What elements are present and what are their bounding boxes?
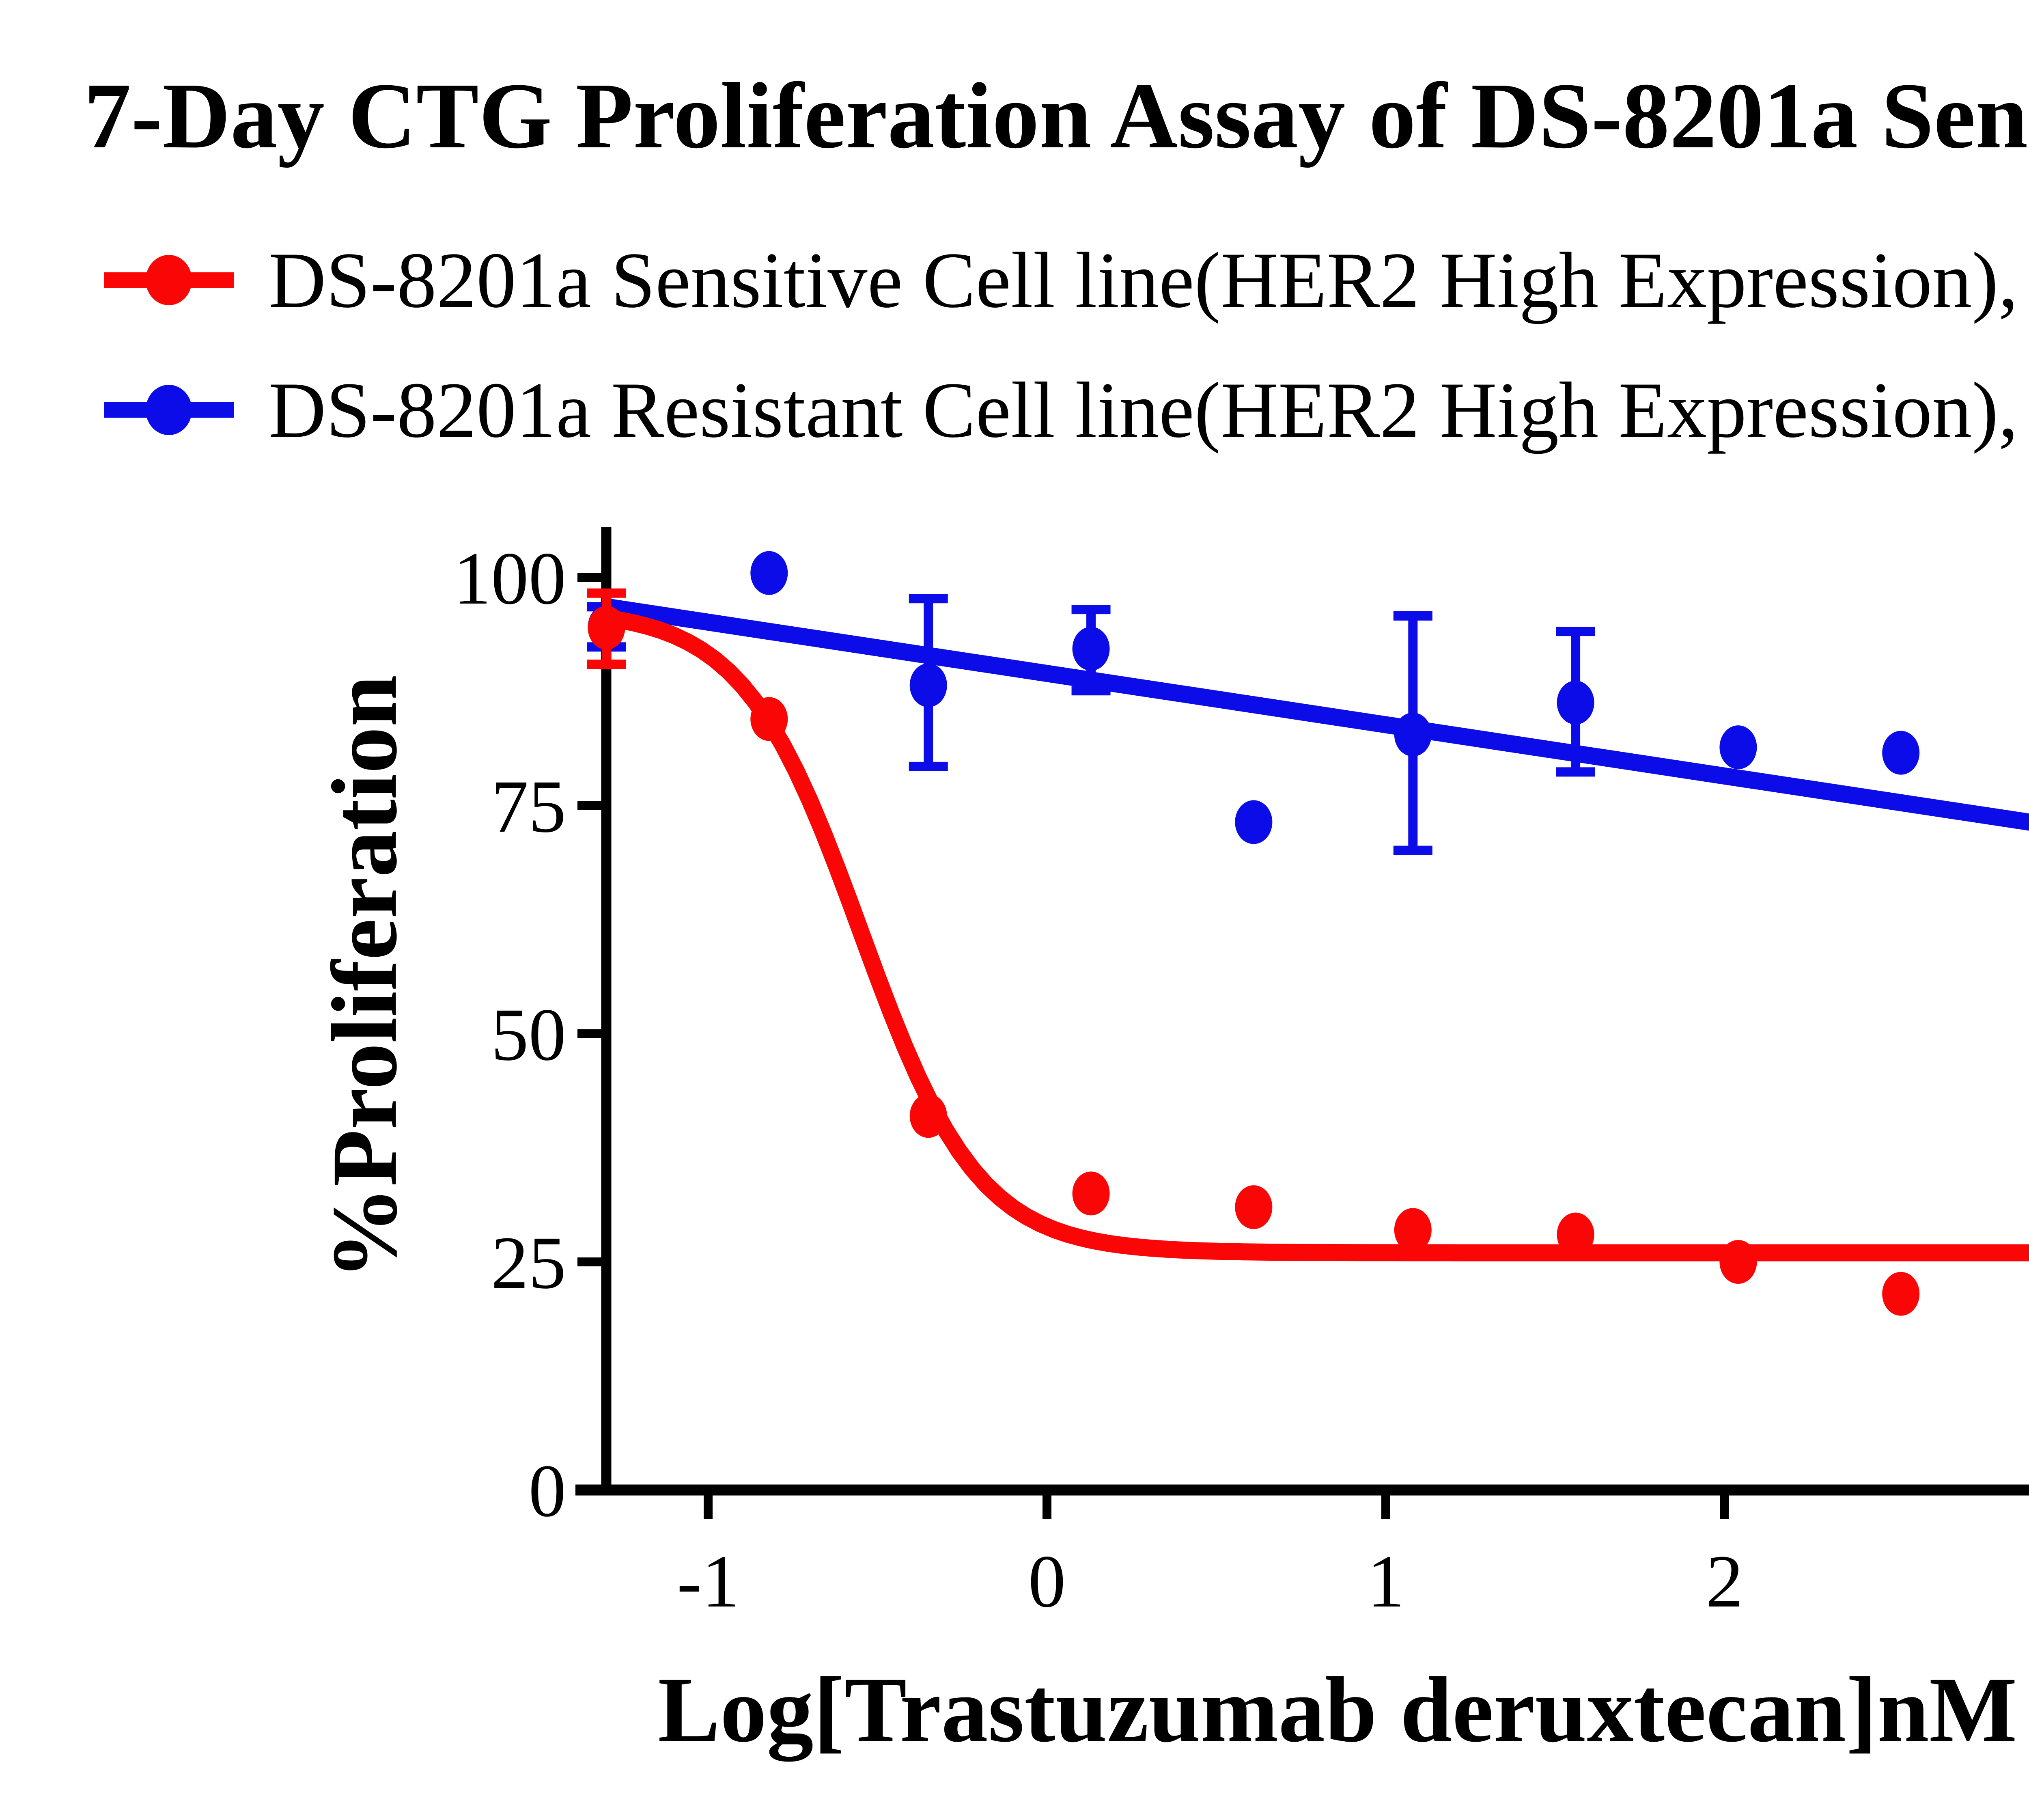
legend-marker-blue-icon	[104, 385, 234, 435]
chart-title: 7-Day CTG Proliferation Assay of DS-8201…	[84, 64, 2029, 168]
x-tick-label-2: 1	[1367, 1540, 1405, 1623]
resistant-fit-line	[605, 598, 2029, 831]
y-tick-label-2: 50	[491, 993, 566, 1076]
legend-item-sensitive: DS-8201a Sensitive Cell line(HER2 High E…	[104, 227, 2029, 333]
resistant-data-point	[1235, 800, 1273, 844]
y-tick-label-4: 100	[454, 537, 566, 620]
legend-label-sensitive: DS-8201a Sensitive Cell line(HER2 High E…	[269, 236, 2029, 324]
resistant-data-point	[909, 663, 947, 707]
sensitive-data-point	[1072, 1171, 1110, 1216]
sensitive-data-point	[1882, 1272, 1920, 1316]
y-tick-label-1: 25	[491, 1221, 566, 1305]
sensitive-data-point	[909, 1094, 947, 1138]
y-tick-label-3: 75	[491, 765, 566, 848]
resistant-data-point	[1882, 731, 1920, 775]
resistant-data-point	[1719, 725, 1757, 770]
x-tick-label-3: 2	[1706, 1540, 1744, 1623]
sensitive-data-point	[750, 697, 788, 741]
sensitive-data-point	[1394, 1208, 1432, 1252]
legend: DS-8201a Sensitive Cell line(HER2 High E…	[104, 227, 2029, 487]
resistant-data-point	[1072, 627, 1110, 671]
legend-marker-red-icon	[104, 255, 234, 305]
resistant-data-point	[750, 551, 788, 595]
sensitive-data-point	[1557, 1212, 1594, 1257]
sensitive-data-point	[1719, 1240, 1757, 1284]
x-tick-label-1: 0	[1028, 1540, 1066, 1623]
sensitive-data-point	[588, 606, 625, 650]
y-axis-title: %Proliferation	[312, 675, 416, 1280]
legend-item-resistant: DS-8201a Resistant Cell line(HER2 High E…	[104, 357, 2029, 463]
x-axis-title: Log[Trastuzumab deruxtecan]nM	[658, 1658, 2017, 1762]
resistant-data-point	[1557, 680, 1594, 725]
y-tick-label-0: 0	[529, 1449, 566, 1533]
sensitive-data-point	[1235, 1185, 1273, 1229]
x-tick-label-0: -1	[677, 1540, 739, 1623]
sensitive-fit-curve	[598, 609, 2029, 1261]
resistant-data-point	[1394, 712, 1432, 757]
legend-label-resistant: DS-8201a Resistant Cell line(HER2 High E…	[269, 366, 2029, 454]
